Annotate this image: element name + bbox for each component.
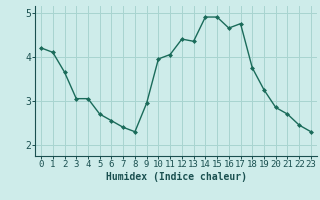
- X-axis label: Humidex (Indice chaleur): Humidex (Indice chaleur): [106, 172, 246, 182]
